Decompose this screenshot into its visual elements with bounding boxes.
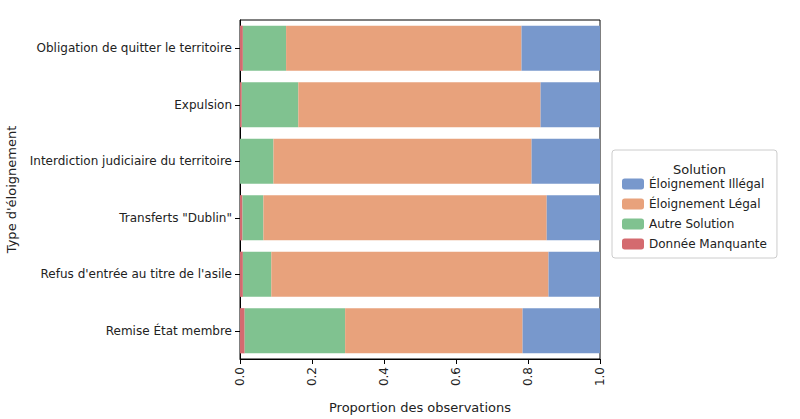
svg-text:Interdiction judiciaire du ter: Interdiction judiciaire du territoire xyxy=(30,154,232,168)
svg-text:Solution: Solution xyxy=(673,162,726,177)
svg-text:Refus d'entrée au titre de l'a: Refus d'entrée au titre de l'asile xyxy=(41,267,232,281)
svg-text:Remise État membre: Remise État membre xyxy=(106,323,232,338)
svg-text:Autre Solution: Autre Solution xyxy=(649,217,734,231)
svg-text:Transferts "Dublin": Transferts "Dublin" xyxy=(118,211,232,225)
svg-text:Expulsion: Expulsion xyxy=(174,98,232,112)
svg-text:0.6: 0.6 xyxy=(449,367,463,386)
svg-text:Donnée Manquante: Donnée Manquante xyxy=(649,237,767,251)
svg-text:Éloignement Légal: Éloignement Légal xyxy=(649,196,761,211)
svg-text:Éloignement Illégal: Éloignement Illégal xyxy=(649,176,764,191)
svg-text:0.8: 0.8 xyxy=(521,367,535,386)
svg-text:0.0: 0.0 xyxy=(233,367,247,386)
svg-text:0.2: 0.2 xyxy=(305,367,319,386)
svg-text:Type d'éloignement: Type d'éloignement xyxy=(4,126,19,254)
svg-text:0.4: 0.4 xyxy=(377,367,391,386)
svg-text:Obligation de quitter le terri: Obligation de quitter le territoire xyxy=(37,41,232,55)
svg-text:1.0: 1.0 xyxy=(593,367,607,386)
svg-text:Proportion des observations: Proportion des observations xyxy=(329,400,511,415)
